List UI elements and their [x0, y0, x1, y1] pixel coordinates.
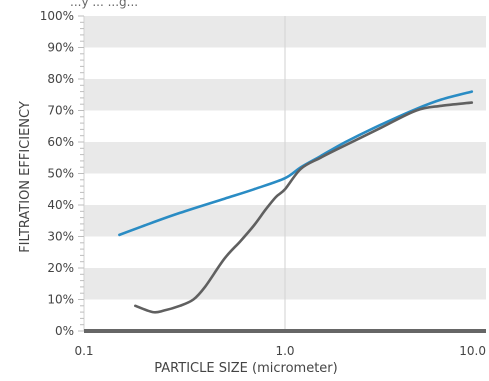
y-tick-labels: 0% 10% 20% 30% 40% 50% 60% 70% 80% 90% 100% — [40, 9, 74, 338]
y-tick-label: 10% — [47, 293, 74, 307]
minor-ticks — [78, 15, 84, 332]
y-tick-label: 60% — [47, 135, 74, 149]
x-axis-title: PARTICLE SIZE (micrometer) — [154, 361, 337, 376]
x-tick-label: 1.0 — [275, 344, 294, 358]
y-tick-label: 50% — [47, 167, 74, 181]
y-tick-label: 20% — [47, 261, 74, 275]
cropped-header-text: ...y ... ...g... — [70, 0, 138, 9]
y-tick-label: 70% — [47, 104, 74, 118]
y-tick-label: 0% — [55, 324, 74, 338]
series-lines — [118, 90, 474, 314]
y-tick-label: 40% — [47, 198, 74, 212]
y-axis-title: FILTRATION EFFICIENCY — [18, 101, 33, 253]
y-tick-label: 80% — [47, 72, 74, 86]
x-tick-label: 10.0 — [459, 344, 486, 358]
x-tick-label: 0.1 — [74, 344, 93, 358]
y-tick-label: 90% — [47, 41, 74, 55]
series-line-2 — [134, 101, 474, 314]
y-tick-label: 100% — [40, 9, 74, 23]
x-tick-labels: 0.1 1.0 10.0 — [74, 344, 486, 358]
y-tick-label: 30% — [47, 230, 74, 244]
